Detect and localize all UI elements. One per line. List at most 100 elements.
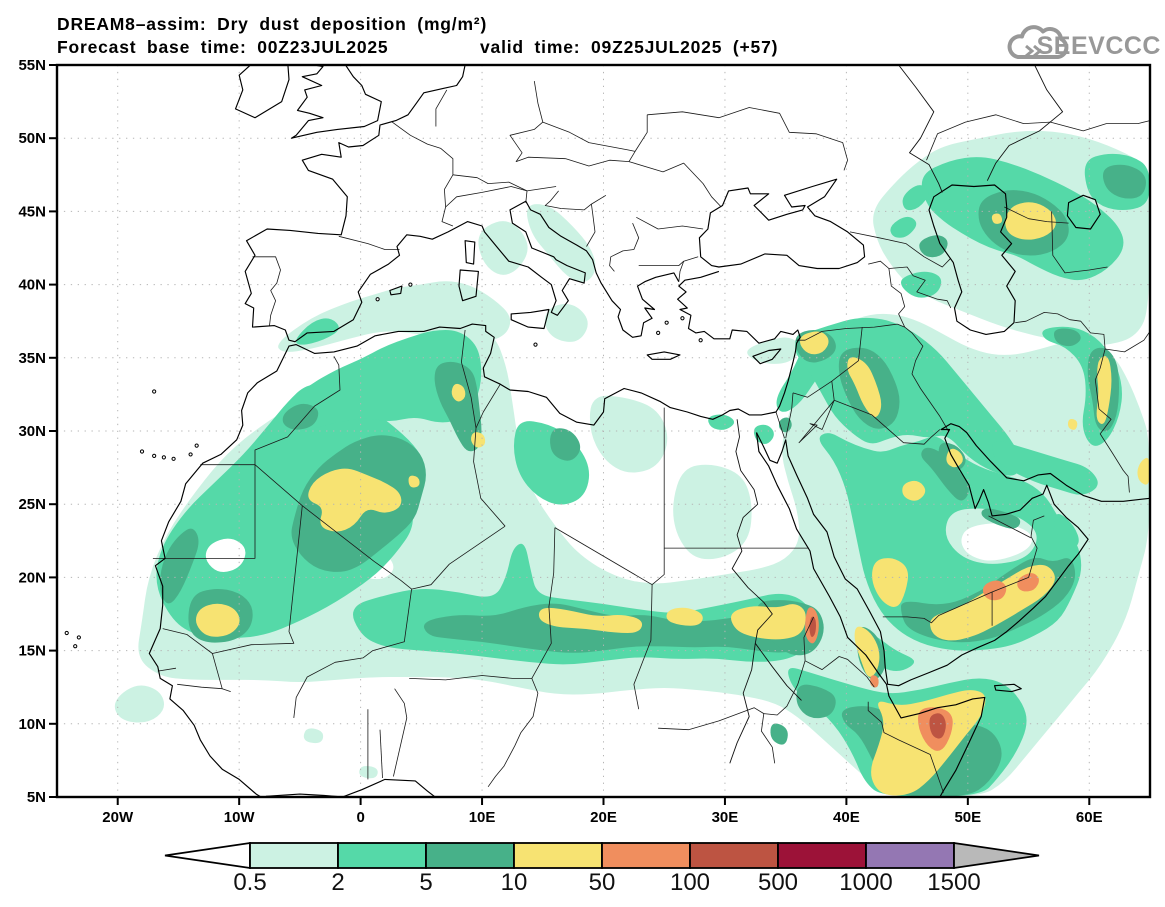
border <box>1015 312 1130 493</box>
island-speck <box>408 282 413 287</box>
island-speck <box>73 644 78 649</box>
border <box>1004 206 1069 224</box>
coastline <box>928 184 1016 335</box>
border <box>152 464 256 559</box>
legend-band-5 <box>425 842 515 869</box>
contour-c10-region <box>1005 202 1056 240</box>
coastline <box>994 683 1022 693</box>
contour-c10-region <box>731 604 806 640</box>
forecast-valid-time: valid time: 09Z25JUL2025 (+57) <box>480 37 778 57</box>
contour-c05-region <box>478 221 528 275</box>
contour-c10-region <box>847 357 882 418</box>
border <box>586 204 596 247</box>
contour-c10-region <box>308 468 402 532</box>
longitude-axis: 20W 10W 0 10E 20E 30E 40E 50E 60E <box>102 797 1103 826</box>
legend-tick-10: 10 <box>501 869 528 896</box>
border <box>445 186 528 208</box>
contour-c2-region <box>753 424 774 445</box>
contour-c10-region <box>872 558 909 607</box>
border <box>162 505 303 654</box>
border <box>254 464 303 507</box>
legend-band-10 <box>513 842 603 869</box>
coastline <box>148 270 801 797</box>
lon-label-50E: 50E <box>954 809 981 826</box>
cloud-arrow-icon <box>1025 44 1035 58</box>
border <box>1051 211 1108 274</box>
border <box>804 656 875 688</box>
border <box>435 89 448 127</box>
seevccc-logo: SEEVCCC <box>1007 25 1161 60</box>
island-speck <box>76 635 81 640</box>
contour-c5-region <box>282 403 319 430</box>
coastline <box>234 65 290 119</box>
border <box>633 584 653 710</box>
forecast-base-time: Forecast base time: 00Z23JUL2025 <box>57 37 388 57</box>
island-speck <box>171 456 176 461</box>
border <box>379 729 383 779</box>
legend-tick-100: 100 <box>670 869 710 896</box>
contour-c5-region <box>770 723 788 745</box>
contour-c5-region <box>919 235 948 258</box>
lat-label-25N: 25N <box>18 496 46 513</box>
border <box>531 527 556 679</box>
coastline <box>698 178 866 270</box>
island-speck <box>64 630 69 636</box>
border <box>254 356 341 465</box>
map-area <box>57 65 1150 797</box>
island-speck <box>152 389 157 394</box>
contour-c10-region <box>902 480 926 501</box>
island-speck <box>698 338 703 343</box>
lon-label-40E: 40E <box>833 809 860 826</box>
coastline <box>752 348 782 365</box>
lat-label-30N: 30N <box>18 423 46 440</box>
country-borders <box>152 81 1150 793</box>
border <box>796 323 898 341</box>
border <box>565 158 630 167</box>
border <box>888 266 952 309</box>
border <box>461 329 477 429</box>
coastline <box>290 65 382 139</box>
border <box>409 675 532 681</box>
contour-c10-region <box>538 607 643 633</box>
legend-over-arrow <box>953 841 1040 870</box>
border <box>509 81 566 162</box>
border <box>785 392 794 439</box>
border <box>628 114 648 162</box>
contour-c10-region <box>1137 457 1150 485</box>
border <box>452 174 557 192</box>
border <box>636 216 704 230</box>
border <box>926 114 1150 161</box>
border <box>803 616 814 661</box>
island-speck <box>680 316 685 321</box>
border <box>651 548 665 586</box>
legend-band-1000 <box>865 842 955 869</box>
coastline <box>244 65 680 343</box>
lat-label-40N: 40N <box>18 277 46 294</box>
dust-contour-fills <box>114 130 1150 797</box>
legend-band-50 <box>601 842 691 869</box>
border <box>628 161 722 208</box>
coastline <box>464 240 476 265</box>
legend-band-500 <box>777 842 867 869</box>
contour-c05-region <box>303 728 324 744</box>
border <box>867 701 944 793</box>
contour-c10-region <box>1067 418 1078 430</box>
contour-c50-region <box>982 580 1007 601</box>
lon-label-0: 0 <box>356 809 364 826</box>
contour-c10-region <box>195 603 240 637</box>
coastline <box>510 308 550 330</box>
contour-c2-region <box>1053 513 1079 549</box>
rivers <box>729 65 1064 764</box>
contour-c5-region <box>921 447 969 501</box>
lon-label-30E: 30E <box>712 809 739 826</box>
island-speck <box>664 320 669 325</box>
border <box>868 260 906 328</box>
island-speck <box>656 330 661 336</box>
lat-label-15N: 15N <box>18 643 46 660</box>
island-speck <box>152 453 157 458</box>
legend-band-100 <box>689 842 779 869</box>
lat-label-10N: 10N <box>18 716 46 733</box>
river <box>986 65 1064 181</box>
border <box>991 515 1045 593</box>
contour-c10-region <box>991 213 1003 224</box>
